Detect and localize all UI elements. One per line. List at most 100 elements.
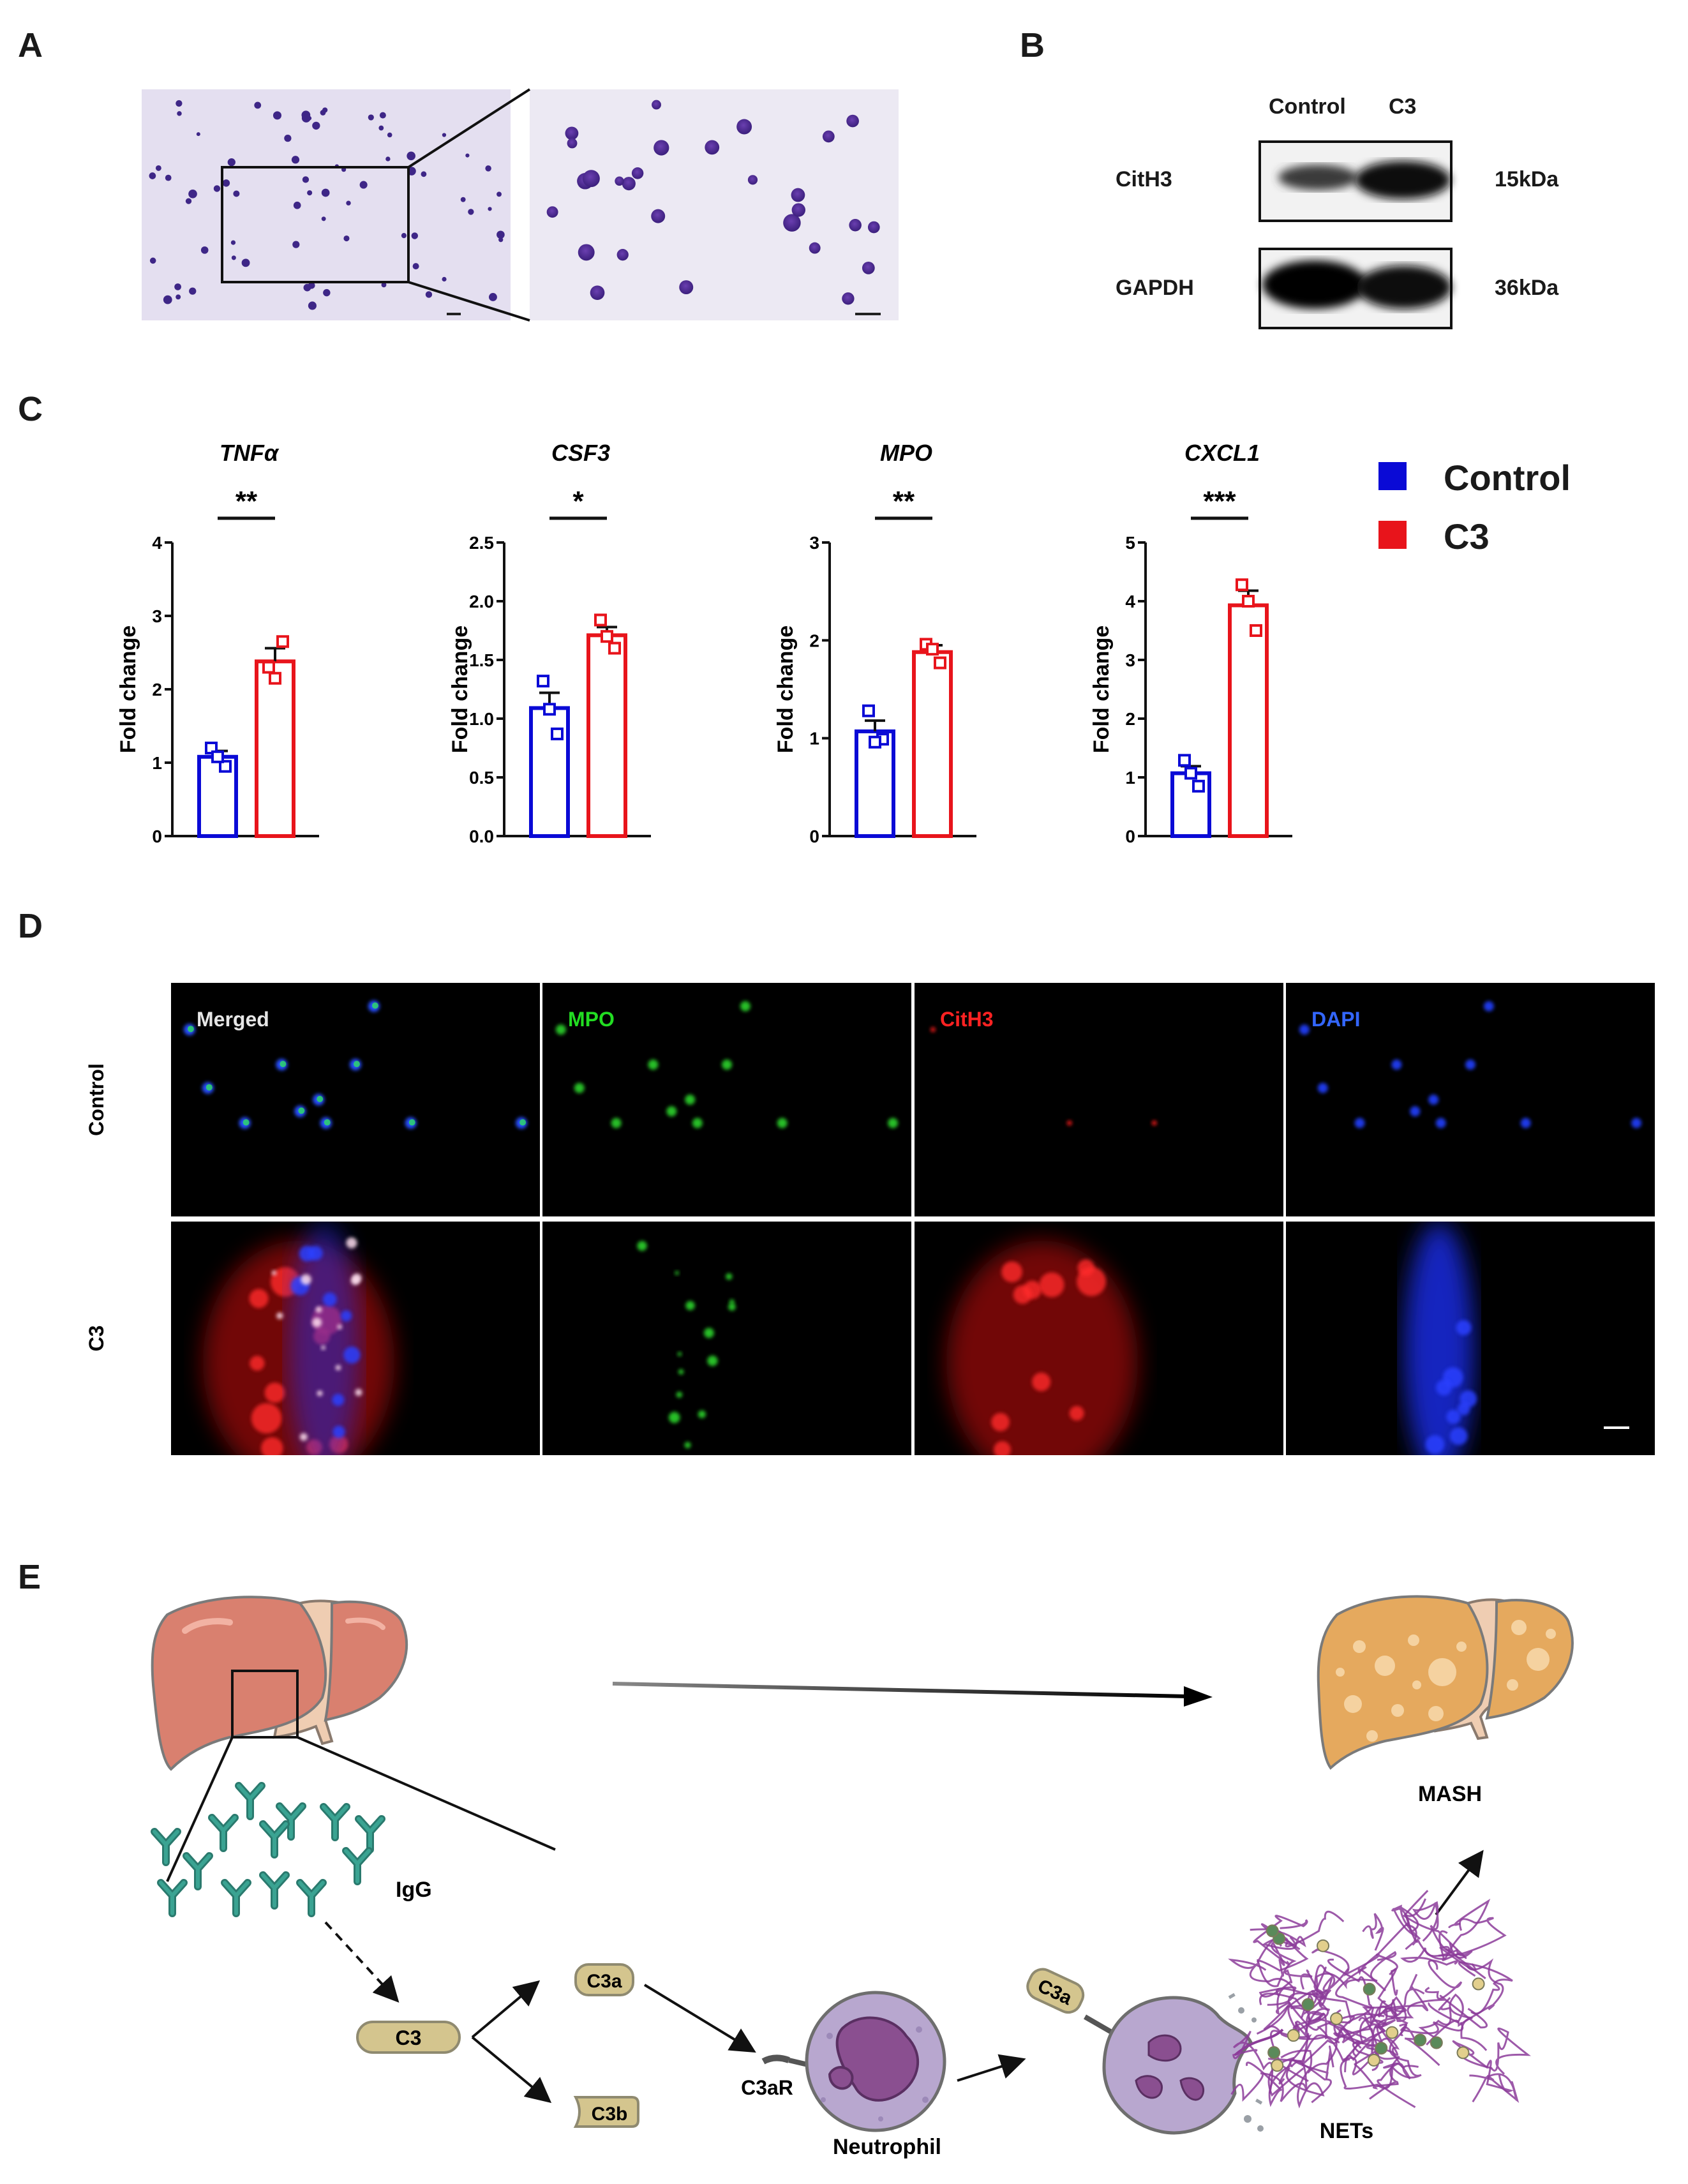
net-fiber xyxy=(1246,2059,1332,2107)
liver-zoom-box xyxy=(231,1670,299,1739)
net-spot xyxy=(1077,1267,1106,1296)
net-spot xyxy=(1039,1272,1064,1298)
c3a-protein-icon xyxy=(574,1963,634,1996)
panel-label-d: D xyxy=(18,907,43,945)
y-tick-label: 2 xyxy=(809,631,819,650)
stained-cell-zoomed xyxy=(631,167,644,179)
mpo-spot xyxy=(321,1345,325,1350)
mpo-spot xyxy=(335,1365,341,1371)
y-tick-label: 5 xyxy=(1125,533,1135,553)
nets-label: NETs xyxy=(1320,2119,1373,2143)
igg-antibody-icon xyxy=(320,1803,350,1841)
fluorescent-cell-overlay xyxy=(354,1061,360,1068)
blot-size-cith3: 15kDa xyxy=(1495,167,1559,191)
y-tick-label: 0.5 xyxy=(469,768,494,788)
c3a-label: C3a xyxy=(586,1971,622,1992)
stained-cell xyxy=(421,171,427,177)
net-fiber xyxy=(1400,1942,1473,1970)
healthy-liver-icon xyxy=(151,1596,408,1771)
granule-protein xyxy=(1456,2046,1470,2060)
fluorescent-cell xyxy=(692,1118,703,1128)
stained-cell xyxy=(174,283,181,290)
net-fiber xyxy=(1275,1987,1331,2040)
net-fiber xyxy=(1301,2027,1360,2067)
stained-cell xyxy=(379,112,386,119)
stained-cell xyxy=(165,174,172,181)
stained-cell xyxy=(307,190,313,196)
dna-spot xyxy=(1449,1427,1468,1446)
stained-cell xyxy=(303,283,311,292)
fluorescent-cell-overlay xyxy=(408,1119,415,1126)
if-image-mpo-control: MPO xyxy=(542,983,911,1216)
stained-cell-zoomed xyxy=(822,130,835,143)
fluorescent-cell-overlay xyxy=(280,1061,287,1068)
panel-label-a: A xyxy=(18,26,43,64)
nets-fiber-icon xyxy=(1228,1890,1531,2109)
stained-cell xyxy=(468,209,474,215)
zoom-line-top xyxy=(407,88,531,168)
igg-antibody-icon xyxy=(235,1782,265,1820)
igg-antibody-cluster xyxy=(151,1782,385,1917)
net-fiber xyxy=(1391,1904,1421,1940)
data-point xyxy=(934,656,946,669)
granule-protein xyxy=(1287,2029,1300,2042)
mash-label: MASH xyxy=(1418,1782,1482,1806)
mpo-spot xyxy=(684,1442,691,1449)
net-fiber xyxy=(1452,2040,1514,2093)
fluorescent-cell xyxy=(666,1106,677,1117)
if-channel-label: MPO xyxy=(568,1008,615,1031)
stained-cell-zoomed xyxy=(783,214,801,232)
data-point xyxy=(594,613,607,627)
net-spot xyxy=(1013,1285,1032,1305)
legend-swatch-c3 xyxy=(1378,521,1407,549)
stained-cell xyxy=(368,114,374,121)
y-tick-label: 2.5 xyxy=(469,533,494,553)
stained-cell-zoomed xyxy=(546,206,558,218)
y-tick-label: 1 xyxy=(809,729,819,749)
bar-c3 xyxy=(255,659,295,838)
stained-cell xyxy=(497,230,505,239)
y-tick-label: 3 xyxy=(1125,650,1135,670)
stained-cell xyxy=(378,125,384,131)
if-image-cith3-control: CitH3 xyxy=(915,983,1283,1216)
mpo-spot xyxy=(317,1390,323,1396)
stained-cell xyxy=(291,156,300,164)
y-tick-label: 0 xyxy=(1125,826,1135,846)
stained-cell xyxy=(293,201,301,209)
data-point xyxy=(1178,754,1191,767)
if-image-merged-c3 xyxy=(171,1222,540,1455)
net-fiber xyxy=(1358,2017,1400,2100)
net-fiber xyxy=(1359,1968,1407,2045)
granule-protein xyxy=(1267,2046,1281,2059)
bar-chart-3: CXCL1 Fold change 0 1 2 3 4 5 *** xyxy=(1089,440,1292,846)
data-point xyxy=(537,675,549,688)
fluorescent-cell-overlay xyxy=(187,1026,194,1033)
granule-protein xyxy=(1430,2036,1443,2049)
stained-cell xyxy=(407,151,415,161)
mpo-spot xyxy=(729,1299,735,1305)
net-fiber xyxy=(1263,1986,1297,2038)
fluorescent-cell xyxy=(1520,1118,1531,1128)
fluorescent-cell xyxy=(722,1059,732,1070)
stained-cell-zoomed xyxy=(867,221,880,234)
y-tick-label: 1 xyxy=(1125,768,1135,788)
net-fiber xyxy=(1259,1969,1313,1998)
net-fiber xyxy=(1362,1913,1384,1951)
significance-stars: *** xyxy=(1203,486,1236,517)
micrograph-panel xyxy=(142,88,899,322)
net-fiber xyxy=(1267,2046,1334,2097)
mpo-spot xyxy=(707,1356,718,1366)
fluorescent-cell xyxy=(555,1024,566,1035)
if-scale-bar xyxy=(1604,1426,1629,1429)
stained-cell-zoomed xyxy=(578,244,595,261)
band-gapdh-c3 xyxy=(1357,266,1451,309)
igg-antibody-icon xyxy=(276,1802,306,1841)
granule-protein xyxy=(1414,2033,1427,2047)
if-channel-label: Merged xyxy=(197,1008,269,1031)
fluorescent-cell xyxy=(1483,1001,1494,1012)
data-point xyxy=(219,759,232,773)
net-fiber xyxy=(1232,2030,1274,2094)
data-point xyxy=(862,704,875,717)
dna-spot xyxy=(308,1246,323,1260)
chart-title: MPO xyxy=(880,440,932,466)
